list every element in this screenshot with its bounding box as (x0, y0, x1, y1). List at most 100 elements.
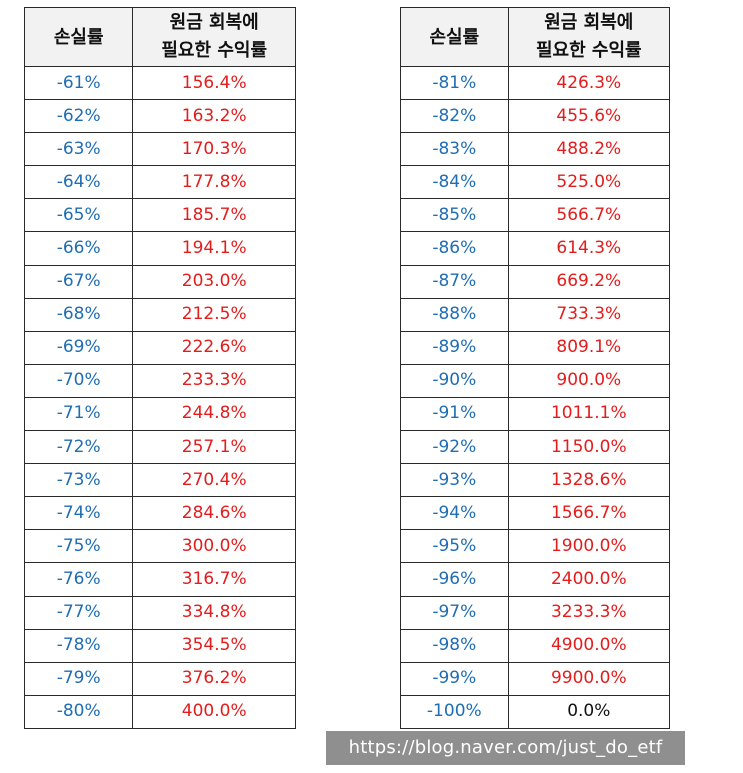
loss-recovery-table-right: 손실률 원금 회복에 필요한 수익률 -81% 426.3% -82% 455.6% -… (400, 7, 671, 729)
table-row: -70% 233.3% (23, 363, 296, 398)
required-return-cell: 1328.6% (507, 463, 671, 498)
required-return-cell: 0.0% (507, 694, 671, 729)
loss-rate-cell: -64% (23, 165, 134, 200)
loss-recovery-table-left: 손실률 원금 회복에 필요한 수익률 -61% 156.4% -62% 163.2% -… (23, 7, 296, 729)
loss-rate-cell: -92% (400, 430, 509, 465)
loss-rate-cell: -91% (400, 396, 509, 432)
required-return-cell: 900.0% (507, 363, 671, 398)
loss-rate-cell: -74% (23, 496, 134, 531)
required-return-cell: 300.0% (132, 529, 296, 564)
required-return-cell: 156.4% (132, 65, 296, 101)
table-row: -91% 1011.1% (400, 396, 671, 432)
required-return-cell: 455.6% (507, 99, 671, 134)
required-return-cell: 669.2% (507, 264, 671, 299)
table-row: -97% 3233.3% (400, 595, 671, 630)
required-return-cell: 212.5% (132, 297, 296, 332)
loss-rate-cell: -94% (400, 496, 509, 531)
table-row: -98% 4900.0% (400, 628, 671, 663)
loss-rate-cell: -86% (400, 231, 509, 266)
table-row: -76% 316.7% (23, 562, 296, 597)
table-row: -67% 203.0% (23, 264, 296, 299)
loss-rate-cell: -63% (23, 132, 134, 167)
table-row: -86% 614.3% (400, 231, 671, 266)
required-return-cell: 177.8% (132, 165, 296, 200)
required-return-cell: 1150.0% (507, 430, 671, 465)
loss-rate-cell: -71% (23, 396, 134, 432)
loss-rate-cell: -89% (400, 330, 509, 365)
table-header-row: 손실률 원금 회복에 필요한 수익률 (400, 7, 671, 67)
loss-rate-cell: -95% (400, 529, 509, 564)
required-return-cell: 222.6% (132, 330, 296, 365)
required-return-cell: 316.7% (132, 562, 296, 597)
table-row: -93% 1328.6% (400, 463, 671, 498)
loss-rate-cell: -87% (400, 264, 509, 299)
required-return-cell: 270.4% (132, 463, 296, 498)
required-return-cell: 1566.7% (507, 496, 671, 531)
table-row: -85% 566.7% (400, 198, 671, 233)
header-loss-rate: 손실률 (23, 7, 134, 67)
loss-rate-cell: -84% (400, 165, 509, 200)
loss-rate-cell: -80% (23, 694, 134, 729)
required-return-cell: 525.0% (507, 165, 671, 200)
loss-rate-cell: -77% (23, 595, 134, 630)
required-return-cell: 233.3% (132, 363, 296, 398)
loss-rate-cell: -65% (23, 198, 134, 233)
loss-rate-cell: -97% (400, 595, 509, 630)
loss-rate-cell: -90% (400, 363, 509, 398)
table-row: -65% 185.7% (23, 198, 296, 233)
loss-rate-cell: -67% (23, 264, 134, 299)
table-row: -82% 455.6% (400, 99, 671, 134)
table-row: -87% 669.2% (400, 264, 671, 299)
table-row: -90% 900.0% (400, 363, 671, 398)
required-return-cell: 2400.0% (507, 562, 671, 597)
table-row: -92% 1150.0% (400, 430, 671, 465)
table-row: -99% 9900.0% (400, 661, 671, 696)
required-return-cell: 203.0% (132, 264, 296, 299)
table-row: -61% 156.4% (23, 65, 296, 101)
loss-rate-cell: -79% (23, 661, 134, 696)
table-body-left: -61% 156.4% -62% 163.2% -63% 170.3% -64% 177.8%… (23, 65, 296, 729)
table-row: -62% 163.2% (23, 99, 296, 134)
loss-rate-cell: -99% (400, 661, 509, 696)
loss-rate-cell: -61% (23, 65, 134, 101)
loss-rate-cell: -82% (400, 99, 509, 134)
required-return-cell: 9900.0% (507, 661, 671, 696)
required-return-cell: 733.3% (507, 297, 671, 332)
table-row: -100% 0.0% (400, 694, 671, 729)
header-required-return-line1: 원금 회복에 (169, 12, 259, 33)
table-row: -81% 426.3% (400, 65, 671, 101)
table-row: -74% 284.6% (23, 496, 296, 531)
required-return-cell: 257.1% (132, 430, 296, 465)
loss-rate-cell: -68% (23, 297, 134, 332)
loss-rate-cell: -78% (23, 628, 134, 663)
required-return-cell: 244.8% (132, 396, 296, 432)
loss-rate-cell: -73% (23, 463, 134, 498)
table-row: -75% 300.0% (23, 529, 296, 564)
loss-rate-cell: -85% (400, 198, 509, 233)
header-required-return-line2: 필요한 수익률 (161, 40, 268, 61)
required-return-cell: 566.7% (507, 198, 671, 233)
required-return-cell: 284.6% (132, 496, 296, 531)
header-required-return: 원금 회복에 필요한 수익률 (507, 7, 671, 67)
table-row: -72% 257.1% (23, 430, 296, 465)
table-row: -88% 733.3% (400, 297, 671, 332)
required-return-cell: 170.3% (132, 132, 296, 167)
loss-rate-cell: -66% (23, 231, 134, 266)
loss-rate-cell: -69% (23, 330, 134, 365)
table-row: -73% 270.4% (23, 463, 296, 498)
required-return-cell: 400.0% (132, 694, 296, 729)
header-required-return: 원금 회복에 필요한 수익률 (132, 7, 296, 67)
loss-rate-cell: -100% (400, 694, 509, 729)
table-row: -79% 376.2% (23, 661, 296, 696)
header-required-return-line2: 필요한 수익률 (535, 40, 642, 61)
table-row: -68% 212.5% (23, 297, 296, 332)
required-return-cell: 185.7% (132, 198, 296, 233)
table-row: -89% 809.1% (400, 330, 671, 365)
loss-rate-cell: -93% (400, 463, 509, 498)
required-return-cell: 1900.0% (507, 529, 671, 564)
table-row: -78% 354.5% (23, 628, 296, 663)
header-loss-rate: 손실률 (400, 7, 509, 67)
table-row: -64% 177.8% (23, 165, 296, 200)
loss-rate-cell: -75% (23, 529, 134, 564)
required-return-cell: 426.3% (507, 65, 671, 101)
